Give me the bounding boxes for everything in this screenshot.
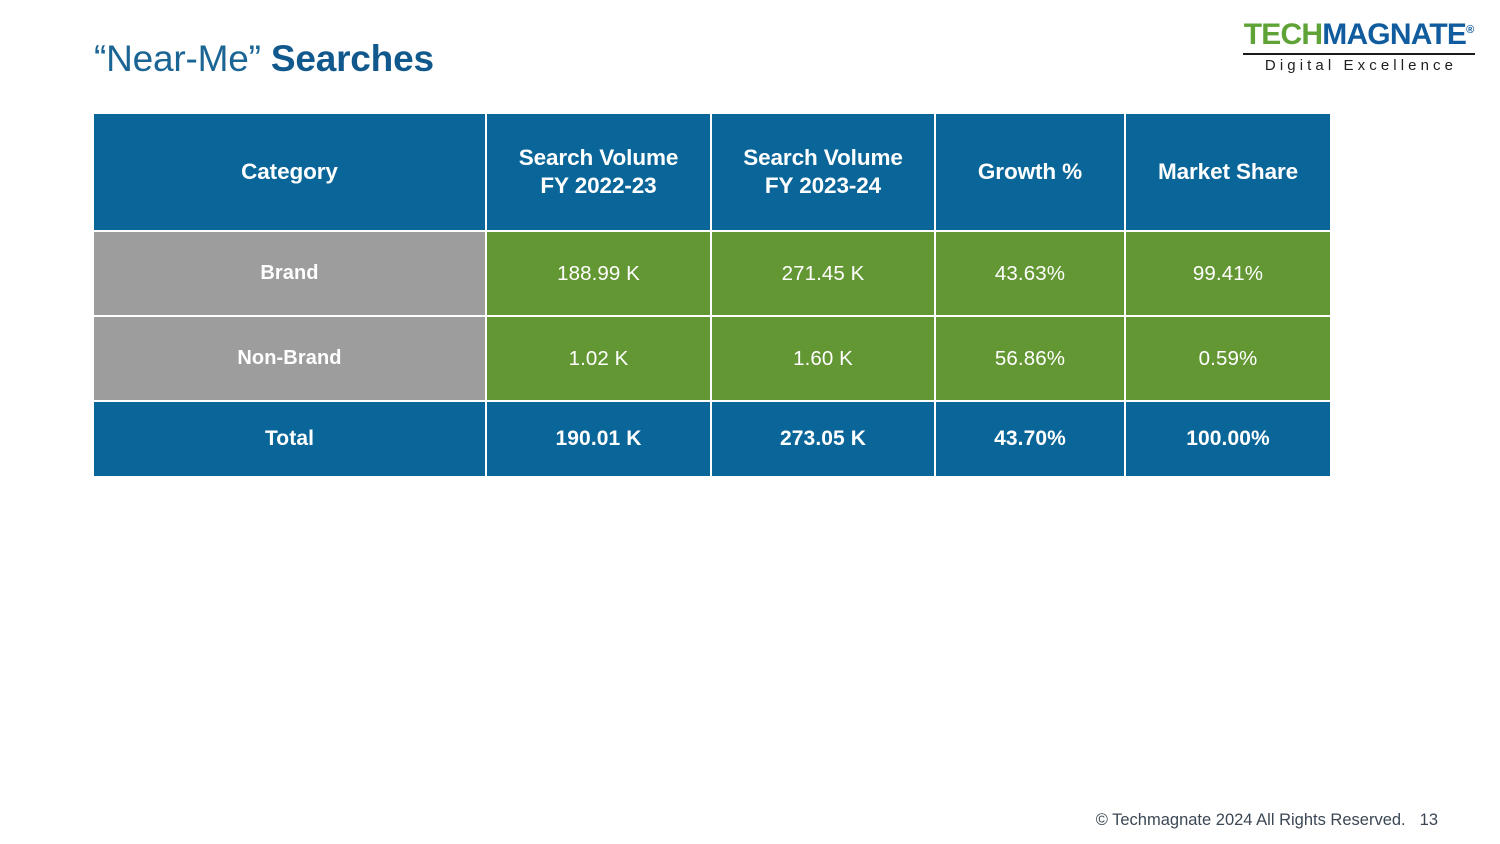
row-brand-search-volume-fy2022-23: 188.99 K <box>487 232 712 317</box>
row-non-brand-search-volume-fy2022-23: 1.02 K <box>487 317 712 402</box>
techmagnate-logo: TECHMAGNATE® Digital Excellence <box>1240 14 1478 76</box>
copyright-text: © Techmagnate 2024 All Rights Reserved. <box>1095 811 1406 829</box>
column-header-market-share: Market Share <box>1126 114 1330 232</box>
row-brand-category: Brand <box>94 232 487 317</box>
logo-wordmark-tech: TECH <box>1243 18 1323 51</box>
row-non-brand-category: Non-Brand <box>94 317 487 402</box>
table-total-row: Total 190.01 K 273.05 K 43.70% 100.00% <box>94 402 1330 476</box>
logo-wordmark: TECHMAGNATE® <box>1244 14 1474 51</box>
row-non-brand-market-share: 0.59% <box>1126 317 1330 402</box>
column-header-search-volume-fy2022-23: Search Volume FY 2022-23 <box>487 114 712 232</box>
table-row: Brand 188.99 K 271.45 K 43.63% 99.41% <box>94 232 1330 317</box>
total-search-volume-fy2023-24: 273.05 K <box>712 402 936 476</box>
total-search-volume-fy2022-23: 190.01 K <box>487 402 712 476</box>
row-non-brand-growth-percent: 56.86% <box>936 317 1126 402</box>
total-market-share: 100.00% <box>1126 402 1330 476</box>
column-header-market-share-line1: Market Share <box>1157 159 1299 184</box>
slide-footer: © Techmagnate 2024 All Rights Reserved. … <box>1096 811 1438 830</box>
column-header-sv1-line1: Search Volume <box>518 145 679 170</box>
page-title: “Near-Me” Searches <box>94 36 434 82</box>
column-header-sv2-line2: FY 2023-24 <box>764 173 882 198</box>
total-growth-percent: 43.70% <box>936 402 1126 476</box>
logo-wordmark-magnate: MAGNATE <box>1322 18 1467 51</box>
table-header-row: Category Search Volume FY 2022-23 Search… <box>94 114 1330 232</box>
row-brand-search-volume-fy2023-24: 271.45 K <box>712 232 936 317</box>
column-header-search-volume-fy2023-24: Search Volume FY 2023-24 <box>712 114 936 232</box>
row-non-brand-search-volume-fy2023-24: 1.60 K <box>712 317 936 402</box>
page-title-bold: Searches <box>270 38 434 79</box>
column-header-category: Category <box>94 114 487 232</box>
column-header-sv1-line2: FY 2022-23 <box>540 173 657 198</box>
row-brand-growth-percent: 43.63% <box>936 232 1126 317</box>
total-label: Total <box>94 402 487 476</box>
logo-tagline: Digital Excellence <box>1264 56 1458 74</box>
row-brand-market-share: 99.41% <box>1126 232 1330 317</box>
column-header-category-line1: Category <box>241 159 338 184</box>
table-row: Non-Brand 1.02 K 1.60 K 56.86% 0.59% <box>94 317 1330 402</box>
column-header-growth-line1: Growth % <box>977 159 1083 184</box>
registered-trademark-icon: ® <box>1466 24 1475 36</box>
logo-divider <box>1243 53 1475 55</box>
page-title-light: “Near-Me” <box>94 38 261 79</box>
page-number: 13 <box>1419 811 1438 829</box>
near-me-searches-table: Category Search Volume FY 2022-23 Search… <box>94 114 1330 476</box>
column-header-growth-percent: Growth % <box>936 114 1126 232</box>
column-header-sv2-line1: Search Volume <box>743 145 903 170</box>
